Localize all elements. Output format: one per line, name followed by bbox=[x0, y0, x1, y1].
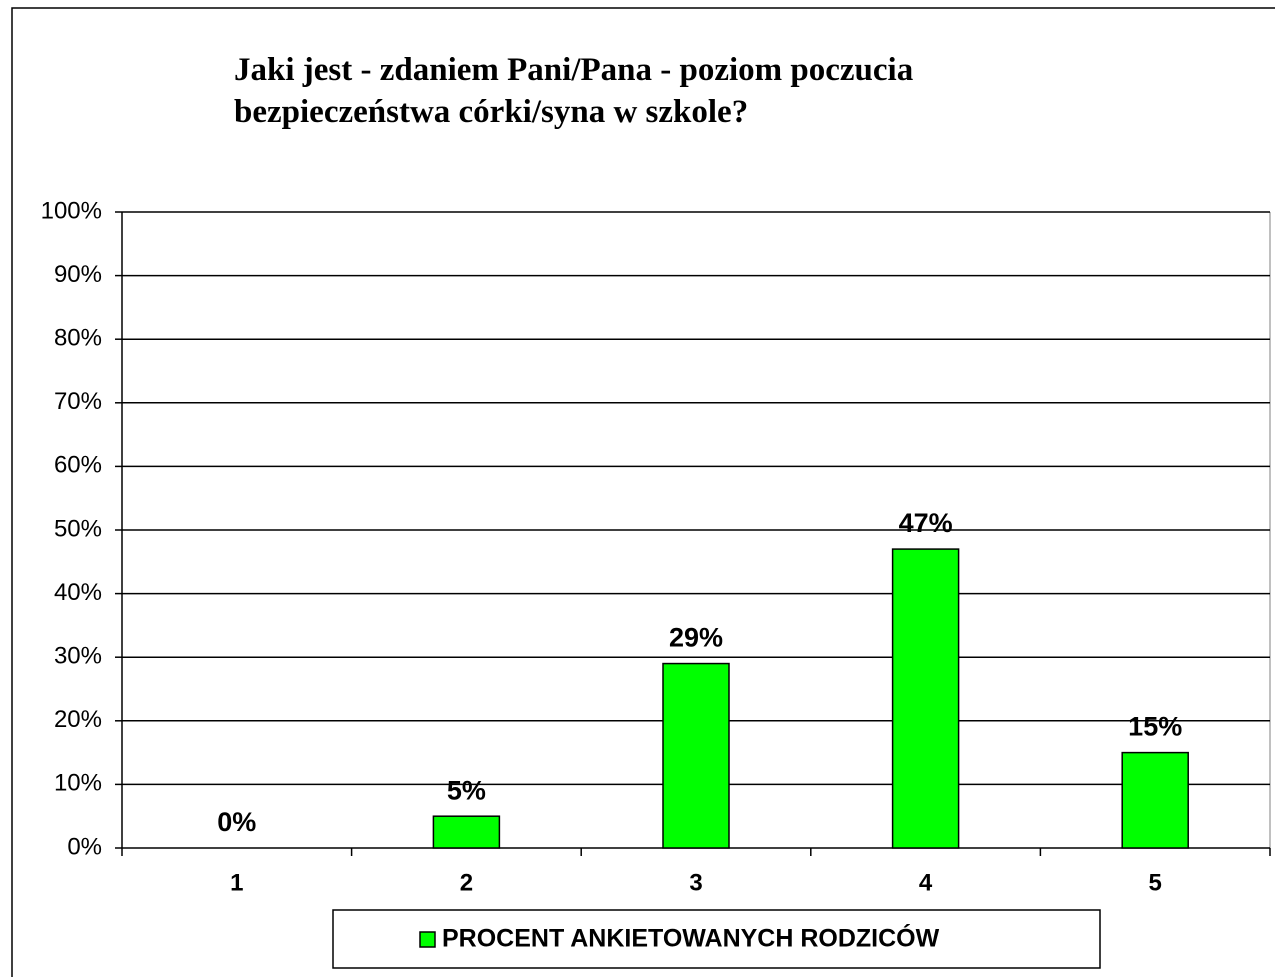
x-tick-label: 1 bbox=[230, 869, 243, 896]
bar bbox=[891, 548, 960, 849]
value-label: 5% bbox=[447, 775, 486, 805]
x-tick-label: 5 bbox=[1149, 869, 1162, 896]
value-label: 29% bbox=[669, 623, 723, 653]
x-tick-label: 4 bbox=[919, 869, 933, 896]
x-tick-label: 2 bbox=[460, 869, 473, 896]
y-tick-label: 40% bbox=[54, 579, 102, 606]
y-tick-label: 20% bbox=[54, 706, 102, 733]
bar bbox=[662, 662, 730, 849]
value-label: 0% bbox=[217, 807, 256, 837]
x-tick-label: 3 bbox=[689, 869, 702, 896]
y-tick-label: 50% bbox=[54, 515, 102, 542]
y-tick-label: 0% bbox=[67, 833, 102, 860]
y-tick-label: 90% bbox=[54, 261, 102, 288]
value-label: 15% bbox=[1128, 712, 1182, 742]
legend-swatch bbox=[419, 931, 436, 948]
y-tick-label: 10% bbox=[54, 770, 102, 797]
value-label: 47% bbox=[899, 508, 953, 538]
y-tick-label: 80% bbox=[54, 325, 102, 352]
chart-frame bbox=[11, 7, 1275, 977]
legend-box bbox=[332, 909, 1101, 969]
bar bbox=[432, 815, 501, 849]
y-tick-label: 60% bbox=[54, 452, 102, 479]
y-tick-label: 100% bbox=[41, 197, 102, 224]
chart-title: bezpieczeństwa córki/syna w szkole? bbox=[234, 94, 748, 130]
bar bbox=[1121, 751, 1189, 849]
chart-title: Jaki jest - zdaniem Pani/Pana - poziom p… bbox=[234, 52, 913, 88]
y-tick-label: 30% bbox=[54, 643, 102, 670]
legend-label: PROCENT ANKIETOWANYCH RODZICÓW bbox=[442, 923, 940, 953]
y-tick-label: 70% bbox=[54, 388, 102, 415]
